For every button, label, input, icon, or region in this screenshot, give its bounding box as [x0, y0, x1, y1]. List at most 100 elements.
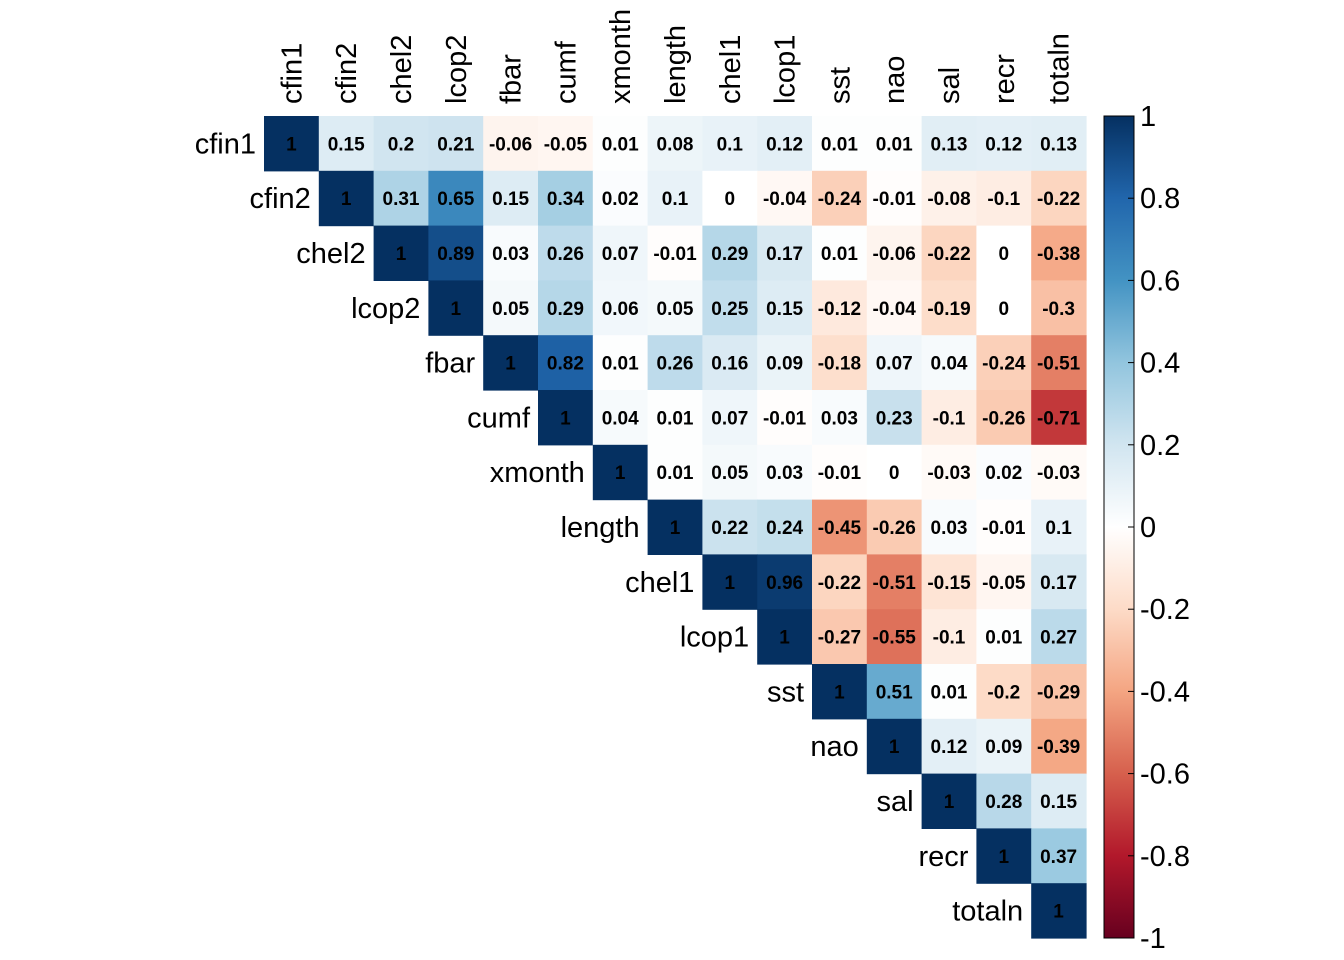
cell-value-lcop2-nao: -0.04: [873, 299, 917, 320]
cell-value-sst-recr: -0.2: [987, 682, 1020, 703]
cell-value-xmonth-lcop1: 0.03: [766, 463, 803, 484]
cell-chel2-xmonth: [592, 225, 649, 281]
cell-cfin1-length: [647, 116, 703, 172]
cell-value-xmonth-sal: -0.03: [927, 463, 970, 484]
row-label-sal: sal: [877, 786, 914, 818]
colorbar-tick-label: -0.2: [1140, 594, 1190, 626]
cell-value-nao-sal: 0.12: [931, 737, 968, 758]
cell-cfin2-chel2: [373, 170, 429, 227]
cell-cfin2-length: [647, 170, 703, 227]
cell-chel1-recr: [976, 554, 1032, 610]
cell-value-cfin1-sal: 0.13: [931, 134, 968, 155]
cell-value-recr-recr: 1: [999, 847, 1010, 868]
cell-value-chel1-totaln: 0.17: [1040, 573, 1077, 594]
cell-value-chel2-sst: 0.01: [821, 244, 858, 265]
cell-value-cfin2-nao: -0.01: [873, 189, 917, 210]
cell-chel2-nao: [866, 225, 923, 281]
cell-value-cumf-recr: -0.26: [982, 408, 1025, 429]
cell-value-chel2-sal: -0.22: [927, 244, 970, 265]
cell-lcop2-chel1: [702, 280, 758, 336]
row-label-cumf: cumf: [467, 402, 531, 434]
cell-length-nao: [866, 499, 923, 555]
cell-value-cfin1-recr: 0.12: [985, 134, 1022, 155]
cell-fbar-recr: [976, 335, 1032, 391]
cell-value-sal-totaln: 0.15: [1040, 792, 1077, 813]
cell-cfin1-fbar: [483, 116, 539, 172]
cell-cfin2-recr: [976, 170, 1032, 227]
row-label-chel1: chel1: [625, 567, 694, 599]
cell-value-cfin2-xmonth: 0.02: [602, 189, 639, 210]
cell-value-totaln-totaln: 1: [1053, 902, 1064, 923]
row-label-chel2: chel2: [296, 238, 365, 270]
cell-xmonth-sal: [921, 444, 977, 501]
cell-cfin1-recr: [976, 116, 1032, 172]
cell-lcop2-lcop2: [428, 280, 484, 336]
cell-value-chel2-lcop1: 0.17: [766, 244, 803, 265]
cell-value-fbar-totaln: -0.51: [1037, 354, 1081, 375]
row-label-cfin2: cfin2: [250, 183, 311, 215]
cell-value-chel2-chel2: 1: [396, 244, 407, 265]
cell-value-cfin2-sst: -0.24: [818, 189, 862, 210]
cell-value-length-recr: -0.01: [982, 518, 1026, 539]
cell-cfin2-lcop1: [757, 170, 813, 227]
cell-value-chel1-sal: -0.15: [927, 573, 971, 594]
cell-value-cfin1-cfin1: 1: [286, 134, 297, 155]
cell-xmonth-recr: [976, 444, 1032, 501]
cell-cfin1-lcop2: [428, 116, 484, 172]
cell-value-lcop2-recr: 0: [999, 299, 1010, 320]
cell-chel1-totaln: [1031, 554, 1087, 610]
cell-nao-recr: [976, 718, 1032, 775]
cell-length-length: [647, 499, 703, 555]
cell-sal-totaln: [1031, 773, 1087, 829]
cell-cumf-lcop1: [757, 390, 813, 446]
cell-nao-totaln: [1031, 718, 1087, 775]
cell-value-cumf-totaln: -0.71: [1037, 408, 1081, 429]
cell-value-lcop2-cumf: 0.29: [547, 299, 584, 320]
cell-value-cfin1-cumf: -0.05: [544, 134, 588, 155]
row-label-cfin1: cfin1: [195, 128, 256, 160]
cell-value-length-lcop1: 0.24: [766, 518, 803, 539]
cell-value-cfin2-length: 0.1: [662, 189, 689, 210]
colorbar-tick-label: -1: [1140, 923, 1166, 955]
colorbar-ticks: 1 0.8 0.6 0.4 0.2 0 -0.2 -0.4 -0.6 -0.8 -1: [1128, 101, 1190, 955]
column-label-sst: sst: [824, 67, 856, 104]
cell-value-cumf-sst: 0.03: [821, 408, 858, 429]
colorbar-tick-label: -0.8: [1140, 841, 1190, 873]
cell-value-cfin1-cfin2: 0.15: [328, 134, 365, 155]
cell-value-chel2-totaln: -0.38: [1037, 244, 1080, 265]
cell-xmonth-nao: [866, 444, 923, 501]
cell-value-chel1-nao: -0.51: [873, 573, 917, 594]
cell-value-cfin1-lcop1: 0.12: [766, 134, 803, 155]
cell-value-chel2-chel1: 0.29: [711, 244, 748, 265]
cell-lcop1-nao: [866, 609, 923, 665]
cell-length-recr: [976, 499, 1032, 555]
cell-value-nao-totaln: -0.39: [1037, 737, 1080, 758]
cell-chel1-sal: [921, 554, 977, 610]
cell-value-fbar-length: 0.26: [657, 354, 694, 375]
cell-cumf-chel1: [702, 390, 758, 446]
cell-lcop2-cumf: [538, 280, 594, 336]
cell-value-length-sal: 0.03: [931, 518, 968, 539]
cell-value-cumf-lcop1: -0.01: [763, 408, 807, 429]
cell-value-cumf-chel1: 0.07: [711, 408, 748, 429]
cell-lcop2-sal: [921, 280, 977, 336]
cell-cfin2-lcop2: [428, 170, 484, 227]
cell-value-cfin2-sal: -0.08: [927, 189, 970, 210]
cell-nao-nao: [866, 718, 923, 775]
cell-chel2-length: [647, 225, 703, 281]
cell-cfin2-totaln: [1031, 170, 1087, 227]
cell-value-chel2-length: -0.01: [653, 244, 697, 265]
colorbar-tick-label: -0.4: [1140, 676, 1190, 708]
cell-value-cfin2-fbar: 0.15: [492, 189, 529, 210]
row-label-length: length: [561, 512, 640, 544]
cell-cfin2-cfin2: [318, 170, 375, 227]
cell-value-length-nao: -0.26: [873, 518, 916, 539]
cell-value-xmonth-xmonth: 1: [615, 463, 626, 484]
cell-value-cfin2-chel1: 0: [725, 189, 736, 210]
column-label-totaln: totaln: [1044, 33, 1076, 104]
cell-value-lcop1-nao: -0.55: [873, 628, 917, 649]
cell-value-lcop2-lcop2: 1: [451, 299, 462, 320]
cell-value-lcop2-totaln: -0.3: [1042, 299, 1075, 320]
